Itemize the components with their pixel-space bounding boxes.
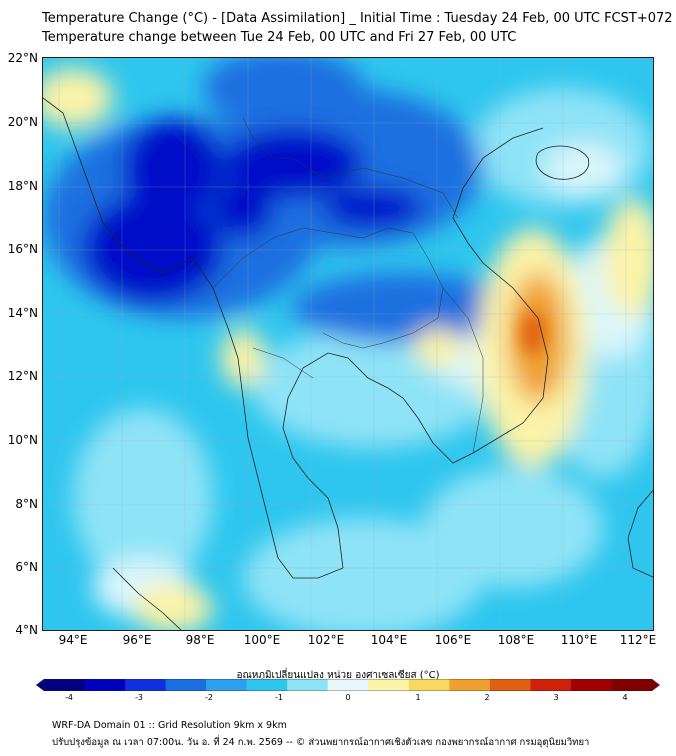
- lat-label: 20°N: [7, 115, 38, 129]
- lon-label: 108°E: [497, 633, 535, 647]
- chart-title: Temperature Change (°C) - [Data Assimila…: [42, 11, 673, 26]
- lat-label: 6°N: [15, 560, 38, 574]
- lon-label: 96°E: [122, 633, 152, 647]
- colorbar-tick: 1: [415, 693, 421, 702]
- colorbar-tick: -3: [135, 693, 143, 702]
- colorbar-segment: [611, 679, 653, 691]
- colorbar-segment: [84, 679, 126, 691]
- colorbar-tick: 4: [622, 693, 628, 702]
- colorbar-segment: [287, 679, 329, 691]
- colorbar-label: อุณหภูมิเปลี่ยนแปลง หน่วย องศาเซลเซียส (…: [236, 670, 440, 681]
- colorbar-segment: [44, 679, 86, 691]
- colorbar-segment: [449, 679, 491, 691]
- lat-label: 10°N: [7, 433, 38, 447]
- temperature-field: [43, 58, 653, 630]
- lon-label: 106°E: [434, 633, 472, 647]
- lat-label: 12°N: [7, 369, 38, 383]
- colorbar-tick: -1: [275, 693, 283, 702]
- colorbar-segment: [368, 679, 410, 691]
- lon-label: 100°E: [243, 633, 281, 647]
- colorbar-tick: -2: [205, 693, 213, 702]
- colorbar-segment: [327, 679, 369, 691]
- chart-subtitle: Temperature change between Tue 24 Feb, 0…: [42, 30, 517, 45]
- colorbar-segment: [530, 679, 572, 691]
- colorbar-segment: [489, 679, 531, 691]
- gridlines: [43, 58, 653, 630]
- map-panel: [42, 57, 654, 631]
- lat-label: 22°N: [7, 51, 38, 65]
- colorbar-tick: 0: [345, 693, 351, 702]
- lon-label: 112°E: [619, 633, 657, 647]
- colorbar-tick: 3: [553, 693, 559, 702]
- lat-label: 16°N: [7, 242, 38, 256]
- colorbar-segment: [246, 679, 288, 691]
- colorbar-segment: [165, 679, 207, 691]
- lat-label: 4°N: [15, 623, 38, 637]
- country-borders: [212, 117, 484, 454]
- lon-label: 98°E: [185, 633, 215, 647]
- colorbar-segment: [408, 679, 450, 691]
- colorbar-segment: [125, 679, 167, 691]
- lat-label: 18°N: [7, 179, 38, 193]
- lon-label: 110°E: [560, 633, 598, 647]
- colorbar-max-arrow: [652, 679, 660, 691]
- lat-label: 14°N: [7, 306, 38, 320]
- footer-credit: ปรับปรุงข้อมูล ณ เวลา 07:00น. วัน อ. ที่…: [52, 737, 590, 748]
- colorbar-min-arrow: [36, 679, 44, 691]
- colorbar-segment: [570, 679, 612, 691]
- lon-label: 102°E: [307, 633, 345, 647]
- colorbar-tick: 2: [484, 693, 490, 702]
- colorbar-tick: -4: [65, 693, 73, 702]
- lon-label: 94°E: [58, 633, 88, 647]
- colorbar-segment: [206, 679, 248, 691]
- lon-label: 104°E: [370, 633, 408, 647]
- colorbar: [36, 679, 660, 691]
- coastlines: [43, 97, 653, 630]
- temperature-map: [43, 58, 653, 630]
- footer-model-info: WRF-DA Domain 01 :: Grid Resolution 9km …: [52, 720, 287, 731]
- lat-label: 8°N: [15, 497, 38, 511]
